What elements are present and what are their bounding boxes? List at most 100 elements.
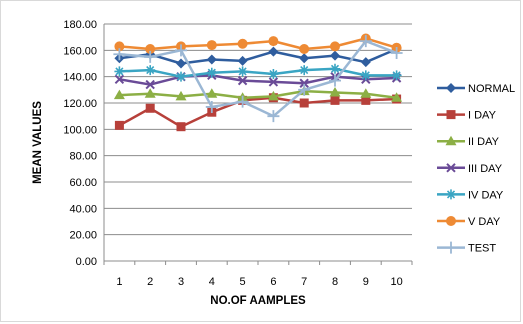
- series-i-day: [114, 93, 402, 132]
- data-point: [176, 71, 186, 82]
- legend-label: V DAY: [468, 216, 501, 228]
- data-point: [360, 88, 372, 98]
- data-point: [175, 44, 187, 57]
- data-point: [329, 86, 341, 97]
- y-tick-label: 80.00: [69, 151, 97, 163]
- data-point: [236, 95, 249, 108]
- data-point: [446, 83, 456, 93]
- data-point: [361, 95, 371, 105]
- data-point: [299, 53, 310, 64]
- data-point: [237, 66, 248, 77]
- data-point: [145, 103, 155, 113]
- y-tick-label: 160.00: [63, 45, 97, 57]
- data-point: [268, 77, 279, 87]
- data-point: [330, 63, 340, 74]
- x-tick-label: 5: [240, 276, 246, 288]
- data-point: [144, 50, 157, 63]
- data-point: [237, 75, 248, 86]
- y-tick-labels: 0.00 20.00 40.00 60.00 80.00 100.00 120.00 140.…: [63, 19, 97, 268]
- series-line: [119, 37, 397, 51]
- x-tick-labels: 1 2 3 4 5 6 7 8 9 10: [103, 261, 413, 288]
- data-point: [390, 46, 403, 59]
- data-point: [360, 70, 371, 81]
- data-point: [445, 135, 457, 146]
- data-point: [391, 70, 402, 81]
- data-point: [113, 48, 126, 61]
- x-tick-label: 2: [147, 276, 153, 288]
- series-line: [118, 96, 397, 128]
- y-tick-label: 60.00: [69, 177, 97, 189]
- data-point: [206, 88, 218, 98]
- x-tick-label: 3: [178, 276, 184, 288]
- data-point: [176, 122, 186, 132]
- data-point: [206, 67, 217, 78]
- legend-label: III DAY: [468, 163, 503, 175]
- data-point: [446, 189, 456, 200]
- data-point: [268, 69, 279, 80]
- data-point: [299, 78, 309, 88]
- legend-item: II DAY: [437, 135, 500, 148]
- legend-label: TEST: [468, 243, 496, 255]
- data-point: [330, 95, 340, 105]
- series-line: [119, 89, 397, 99]
- y-tick-label: 100.00: [63, 124, 97, 136]
- data-point: [145, 79, 155, 90]
- data-point: [267, 90, 279, 101]
- x-tick-label: 8: [332, 276, 338, 288]
- data-point: [206, 40, 217, 51]
- data-point: [175, 90, 187, 101]
- data-point: [114, 74, 125, 85]
- y-tick-label: 120.00: [63, 98, 97, 110]
- data-point: [360, 57, 371, 68]
- legend-label: IV DAY: [468, 189, 504, 201]
- legend-item: I DAY: [437, 110, 497, 122]
- data-point: [268, 36, 279, 47]
- x-tick-label: 10: [390, 276, 402, 288]
- x-tick-label: 9: [363, 276, 369, 288]
- x-tick-label: 6: [270, 276, 276, 288]
- legend-item: NORMAL: [437, 83, 515, 95]
- data-point: [176, 58, 186, 69]
- gridlines: [104, 23, 412, 236]
- data-point: [114, 41, 125, 52]
- series-line: [119, 39, 398, 118]
- legend-item: TEST: [437, 241, 496, 255]
- data-point: [391, 92, 403, 102]
- x-axis-title: NO.OF AAMPLES: [210, 295, 306, 307]
- data-point: [145, 44, 156, 55]
- legend-label: NORMAL: [468, 83, 515, 95]
- legend-label: I DAY: [468, 110, 497, 122]
- legend-label: II DAY: [468, 136, 500, 148]
- data-point: [113, 89, 125, 100]
- y-tick-label: 180.00: [63, 19, 97, 31]
- legend-item: III DAY: [437, 163, 503, 175]
- data-point: [237, 55, 248, 66]
- series-lines: [113, 33, 403, 132]
- data-point: [299, 98, 309, 108]
- y-tick-label: 140.00: [63, 72, 97, 84]
- x-tick-label: 4: [209, 276, 215, 288]
- series-test: [113, 35, 403, 123]
- y-tick-label: 0.00: [76, 256, 97, 268]
- data-point: [114, 120, 124, 130]
- data-point: [144, 88, 156, 98]
- data-point: [359, 35, 372, 48]
- y-tick-label: 40.00: [69, 203, 97, 215]
- legend: NORMAL I DAY II DAY III DAY IV DAY V DAY TEST: [437, 83, 515, 255]
- data-point: [330, 41, 340, 52]
- y-axis-title: MEAN VALUES: [32, 101, 44, 184]
- series-line: [119, 67, 397, 78]
- data-point: [237, 38, 248, 49]
- data-point: [268, 46, 279, 57]
- data-point: [330, 50, 340, 61]
- y-tick-label: 20.00: [69, 230, 97, 242]
- legend-item: IV DAY: [437, 189, 504, 201]
- data-point: [206, 54, 217, 65]
- x-tick-label: 1: [116, 276, 122, 288]
- data-point: [446, 163, 456, 173]
- data-point: [267, 110, 280, 123]
- data-point: [329, 74, 341, 87]
- data-point: [445, 241, 457, 254]
